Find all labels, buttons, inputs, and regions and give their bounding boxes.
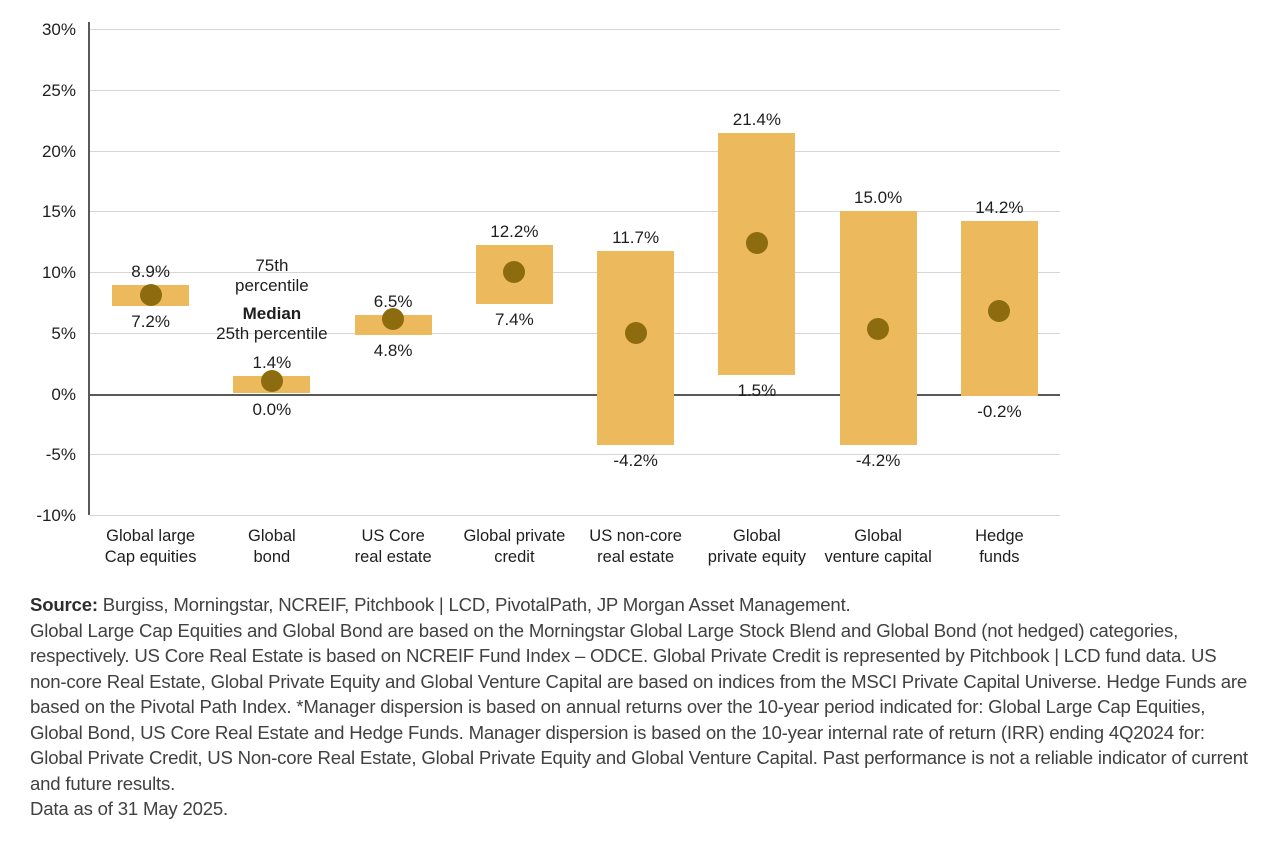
y-axis-tick-label: 5% [51, 323, 76, 343]
category-label: Global private equity [708, 526, 806, 568]
range-bar [597, 251, 675, 445]
dispersion-chart: 75th percentile Median 25th percentile 3… [36, 21, 1060, 566]
category-label-line: funds [979, 548, 1020, 566]
category-label: US Core real estate [355, 526, 432, 568]
footnote: Source: Burgiss, Morningstar, NCREIF, Pi… [30, 592, 1256, 822]
zero-line [90, 393, 1060, 396]
gridline [90, 332, 1060, 334]
gridline [90, 29, 1060, 30]
y-axis-line [88, 22, 90, 515]
category-label-line: Global private [463, 527, 566, 545]
category-label: Hedge funds [975, 526, 1024, 568]
p75-value-label: 6.5% [373, 291, 413, 311]
median-dot [503, 261, 526, 283]
annotation-75th-line1: 75th [255, 256, 289, 275]
p75-value-label: 14.2% [975, 197, 1024, 217]
category-label-line: Global [854, 527, 902, 545]
median-dot [745, 231, 768, 254]
median-dot [382, 308, 405, 331]
annotation-75th-line2: percentile [235, 276, 309, 295]
category-label-line: US non-core [589, 527, 682, 545]
y-axis-tick-label: 10% [41, 263, 76, 282]
category-label: Global venture capital [824, 526, 931, 568]
category-label-line: bond [253, 548, 291, 566]
category-label-line: Global large [106, 527, 196, 545]
p25-value-label: 4.8% [373, 341, 413, 361]
p75-value-label: 8.9% [131, 262, 170, 282]
category-label-line: Hedge [975, 527, 1024, 545]
annotation-25th: 25th percentile [216, 324, 328, 343]
annotation-median: Median [242, 304, 302, 323]
p25-value-label: 0.0% [252, 399, 292, 419]
gridline [90, 211, 1060, 213]
p25-value-label: -0.2% [977, 401, 1022, 421]
p25-value-label: 7.2% [131, 312, 170, 332]
gridline [90, 89, 1060, 91]
source-text: Burgiss, Morningstar, NCREIF, Pitchbook … [97, 594, 851, 615]
p25-value-label: -4.2% [855, 450, 901, 470]
category-label-line: private equity [707, 548, 806, 566]
methodology-text: Global Large Cap Equities and Global Bon… [30, 619, 1248, 794]
p75-value-label: 1.4% [252, 353, 292, 373]
category-label-line: real estate [597, 548, 675, 566]
y-axis-tick-label: 30% [41, 20, 76, 39]
gridline [90, 454, 1060, 456]
percentile-annotation: 75th percentile Median 25th percentile [216, 256, 328, 344]
y-axis-tick-label: 15% [41, 202, 76, 222]
source-label: Source: [30, 594, 98, 615]
y-axis-tick-label: 25% [41, 80, 76, 100]
median-dot [260, 370, 283, 393]
p75-value-label: 12.2% [490, 222, 539, 242]
category-label: Global large Cap equities [105, 526, 197, 568]
p75-value-label: 15.0% [854, 188, 903, 208]
p25-value-label: 1.5% [737, 381, 777, 401]
category-label-line: Cap equities [104, 548, 197, 566]
category-label-line: venture capital [824, 548, 932, 566]
y-axis-tick-label: -5% [45, 445, 76, 465]
gridline [90, 515, 1060, 516]
median-dot [988, 299, 1011, 322]
category-label-line: Global [248, 527, 296, 545]
range-bar [718, 133, 796, 376]
y-axis-tick-label: -10% [36, 506, 76, 525]
p25-value-label: 7.4% [495, 309, 534, 329]
p25-value-label: -4.2% [613, 450, 658, 470]
p75-value-label: 21.4% [732, 110, 781, 130]
data-as-of: Data as of 31 May 2025. [30, 798, 228, 819]
y-axis-tick-label: 20% [41, 141, 76, 161]
p75-value-label: 11.7% [612, 228, 660, 248]
category-label: Global private credit [463, 526, 565, 568]
gridline [90, 150, 1060, 152]
source-line: Source: Burgiss, Morningstar, NCREIF, Pi… [30, 592, 1256, 618]
category-label-line: US Core [361, 527, 425, 545]
median-dot [139, 284, 162, 307]
category-label-line: Global [733, 527, 781, 545]
category-label: US non-core real estate [589, 526, 682, 568]
category-label-line: credit [494, 548, 535, 566]
category-label: Global bond [248, 526, 296, 568]
y-axis-tick-label: 0% [51, 384, 76, 404]
category-label-line: real estate [354, 548, 432, 566]
median-dot [624, 321, 647, 344]
median-dot [867, 318, 890, 341]
gridline [90, 272, 1060, 273]
